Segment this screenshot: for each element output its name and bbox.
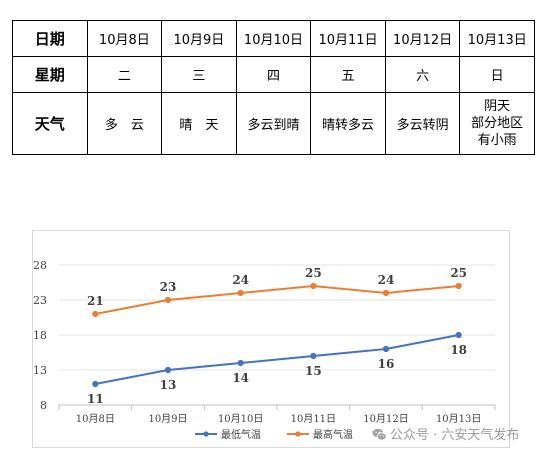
data-label: 23 [160,280,177,294]
weekday-row: 星期 二 三 四 五 六 日 [12,56,535,93]
legend-label: 最低气温 [221,428,261,441]
x-tick-label: 10月8日 [76,413,115,425]
date-cell: 10月11日 [310,20,386,57]
date-cell: 10月13日 [459,20,535,57]
weekday-cell: 三 [161,56,237,93]
weather-header: 天气 [12,92,88,155]
data-point [455,331,462,339]
weather-cell: 晴转多云 [310,92,386,155]
x-tick-label: 10月11日 [291,413,336,425]
weather-line: 阴天 [484,99,511,114]
y-tick-label: 8 [40,399,47,412]
data-label: 11 [87,392,104,406]
data-label: 14 [232,371,249,385]
data-point [382,289,390,297]
weekday-cell: 六 [384,56,461,93]
temperature-chart-svg: 8 13 18 23 28 10月8日 10月9日 10月10日 10月11日 10月12日 10月… [33,259,496,441]
date-cell: 10月10日 [235,20,312,57]
weather-cell: 多云转阴 [384,92,461,155]
data-label: 13 [160,378,177,392]
y-tick-label: 28 [33,259,47,272]
x-tick-label: 10月12日 [363,413,408,425]
weather-row: 天气 多 云 晴 天 多云到晴 晴转多云 多云转阴 阴天 部分地区 有小雨 [12,92,535,155]
weather-line: 有小雨 [477,133,517,148]
legend-marker [295,431,301,437]
y-tick-label: 18 [33,329,47,342]
data-point [310,352,317,360]
weekday-cell: 日 [459,56,535,93]
data-label: 24 [232,273,249,287]
date-cell: 10月8日 [86,20,163,57]
data-point [92,310,99,318]
series-line [95,334,459,385]
data-point [237,359,244,367]
data-label: 25 [450,266,467,280]
x-tick-label: 10月9日 [148,413,187,425]
data-point [455,282,462,290]
data-label: 18 [450,343,467,357]
weather-cell: 多云到晴 [235,92,312,155]
x-tick-label: 10月10日 [218,413,263,425]
weather-cell: 多 云 [86,92,163,155]
legend-marker [203,431,209,437]
data-point [164,366,172,374]
date-row: 日期 10月8日 10月9日 10月10日 10月11日 10月12日 10月1… [12,20,535,57]
y-tick-label: 13 [33,364,47,377]
x-tick-label: 10月13日 [436,413,481,425]
date-cell: 10月9日 [161,20,237,57]
wechat-icon [372,428,387,441]
date-header: 日期 [12,20,88,57]
data-label: 24 [378,273,395,287]
weekday-cell: 二 [86,56,163,93]
data-point [237,289,244,297]
data-label: 25 [305,266,322,280]
watermark-text: 公众号 · 六安天气发布 [390,428,520,443]
series-line [95,284,459,315]
data-point [164,296,172,304]
data-point [92,380,99,388]
y-tick-label: 23 [33,294,47,307]
weekday-header: 星期 [12,56,88,93]
weather-cell: 晴 天 [161,92,237,155]
temperature-chart: 8 13 18 23 28 10月8日 10月9日 10月10日 10月11日 10月12日 10月… [32,230,510,448]
weather-line: 部分地区 [471,116,524,131]
data-label: 15 [305,364,322,378]
data-label: 16 [378,357,395,371]
data-point [382,345,390,353]
weekday-cell: 四 [235,56,312,93]
data-point [310,282,317,290]
watermark: 公众号 · 六安天气发布 [372,424,519,443]
legend-label: 最高气温 [313,428,353,441]
date-cell: 10月12日 [384,20,461,57]
forecast-table: 日期 10月8日 10月9日 10月10日 10月11日 10月12日 10月1… [12,20,535,155]
weekday-cell: 五 [310,56,386,93]
weather-cell: 阴天 部分地区 有小雨 [459,92,535,155]
data-label: 21 [87,294,104,308]
